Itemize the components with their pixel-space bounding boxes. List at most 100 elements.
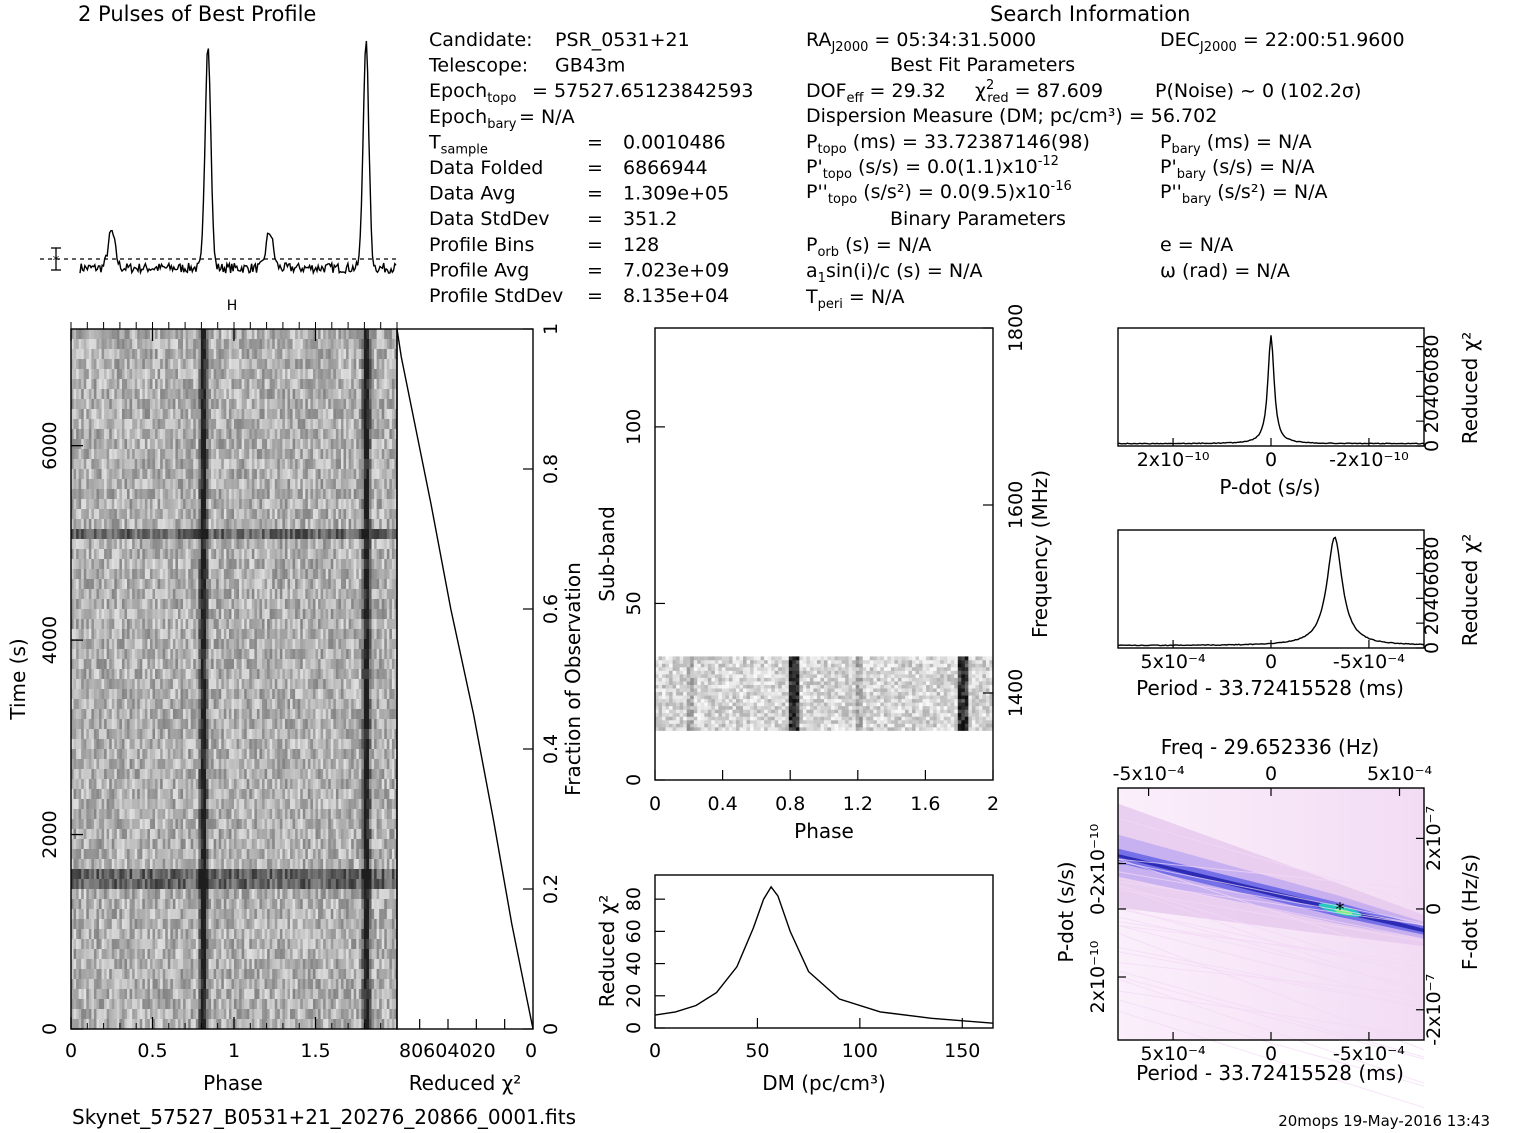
time-phase-cell [142, 489, 146, 500]
time-phase-cell [157, 459, 161, 470]
time-phase-cell [226, 699, 230, 710]
time-phase-cell [264, 609, 268, 620]
time-phase-cell [328, 619, 332, 630]
time-phase-cell [368, 419, 372, 430]
time-phase-cell [83, 499, 87, 510]
time-phase-cell [300, 359, 304, 370]
time-phase-cell [149, 679, 153, 690]
time-phase-cell [394, 499, 398, 510]
time-phase-cell [391, 339, 395, 350]
time-phase-cell [101, 569, 105, 580]
time-phase-cell [241, 559, 245, 570]
time-phase-cell [284, 699, 288, 710]
time-phase-cell [254, 389, 258, 400]
time-phase-cell [152, 519, 156, 530]
time-phase-cell [76, 589, 80, 600]
time-phase-cell [216, 679, 220, 690]
time-phase-cell [384, 459, 388, 470]
time-phase-cell [172, 469, 176, 480]
time-phase-cell [106, 439, 110, 450]
time-phase-cell [129, 549, 133, 560]
time-phase-cell [374, 569, 378, 580]
time-phase-cell [193, 439, 197, 450]
time-phase-cell [246, 519, 250, 530]
time-phase-cell [391, 639, 395, 650]
time-phase-cell [374, 509, 378, 520]
time-phase-cell [315, 399, 319, 410]
time-phase-cell [226, 429, 230, 440]
time-phase-cell [93, 639, 97, 650]
time-phase-cell [183, 629, 187, 640]
time-phase-cell [152, 329, 156, 340]
time-phase-cell [124, 649, 128, 660]
time-phase-cell [267, 539, 271, 550]
time-phase-cell [330, 429, 334, 440]
time-phase-cell [274, 689, 278, 700]
time-phase-cell [216, 499, 220, 510]
time-phase-cell [106, 509, 110, 520]
time-phase-cell [91, 479, 95, 490]
time-phase-cell [333, 609, 337, 620]
time-phase-cell [183, 389, 187, 400]
time-phase-cell [246, 649, 250, 660]
time-phase-cell [137, 439, 141, 450]
time-phase-cell [198, 669, 202, 680]
time-phase-cell [208, 349, 212, 360]
time-phase-cell [127, 469, 130, 480]
time-phase-cell [328, 569, 332, 580]
time-phase-cell [216, 369, 220, 380]
time-phase-cell [384, 449, 388, 460]
time-phase-cell [119, 329, 123, 340]
time-phase-cell [91, 529, 95, 540]
time-phase-cell [254, 359, 258, 370]
time-phase-cell [111, 609, 115, 620]
time-phase-cell [183, 489, 187, 500]
time-phase-cell [106, 549, 110, 560]
time-phase-cell [213, 709, 217, 720]
time-phase-cell [144, 449, 148, 460]
time-phase-cell [111, 689, 115, 700]
time-phase-cell [149, 699, 153, 710]
time-phase-cell [295, 419, 299, 430]
time-phase-cell [165, 569, 169, 580]
time-phase-cell [374, 599, 378, 610]
time-phase-cell [71, 449, 74, 460]
time-phase-cell [279, 409, 283, 420]
time-phase-cell [236, 609, 240, 620]
time-phase-cell [180, 529, 184, 540]
time-phase-cell [162, 489, 166, 500]
time-phase-cell [379, 529, 383, 540]
time-phase-cell [269, 509, 273, 520]
time-phase-cell [213, 519, 217, 530]
ecc: e = N/A [1160, 234, 1233, 256]
time-phase-cell [134, 569, 138, 580]
time-phase-cell [200, 549, 204, 560]
time-phase-cell [183, 639, 187, 650]
time-phase-cell [134, 389, 138, 400]
time-phase-cell [381, 589, 385, 600]
time-phase-cell [96, 449, 100, 460]
time-phase-cell [356, 349, 360, 360]
time-phase-cell [99, 559, 102, 570]
time-phase-cell [231, 439, 235, 450]
pdd-bary: P''bary (s/s²) = N/A [1160, 181, 1327, 207]
time-phase-cell [83, 449, 87, 460]
time-phase-cell [379, 669, 383, 680]
info-eq-6: = [587, 183, 603, 205]
time-phase-cell [216, 339, 220, 350]
time-phase-cell [185, 339, 189, 350]
time-phase-cell [185, 569, 189, 580]
time-phase-cell [379, 329, 383, 340]
time-phase-cell [170, 509, 174, 520]
time-phase-cell [290, 559, 293, 570]
time-phase-cell [307, 679, 311, 690]
time-phase-cell [86, 529, 90, 540]
time-phase-cell [160, 499, 164, 510]
time-phase-cell [249, 459, 253, 470]
time-phase-cell [368, 659, 372, 670]
time-phase-cell [76, 689, 80, 700]
time-phase-cell [88, 499, 92, 510]
time-phase-cell [244, 449, 248, 460]
time-phase-cell [312, 349, 316, 360]
time-phase-cell [330, 449, 334, 460]
